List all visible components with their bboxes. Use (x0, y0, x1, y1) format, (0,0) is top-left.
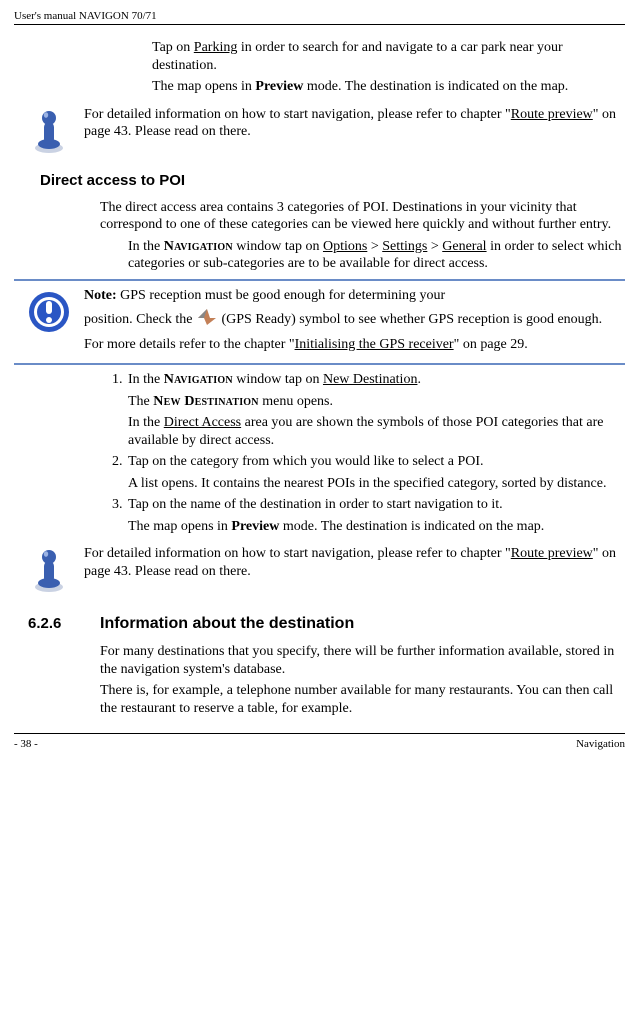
list-item: Tap on the name of the destination in or… (126, 496, 625, 535)
text: A list opens. It contains the nearest PO… (128, 475, 625, 493)
text: . (417, 372, 421, 387)
text: In the (128, 372, 164, 387)
steps-list: In the Navigation window tap on New Dest… (100, 371, 625, 535)
link-parking[interactable]: Parking (194, 40, 238, 55)
link-general[interactable]: General (442, 239, 486, 254)
separator (14, 279, 625, 281)
link-options[interactable]: Options (323, 239, 367, 254)
para-dest-info1: For many destinations that you specify, … (100, 643, 625, 678)
text: For more details refer to the chapter " (84, 337, 295, 352)
info-text: For detailed information on how to start… (84, 545, 625, 580)
warning-icon (14, 287, 84, 335)
separator (14, 363, 625, 365)
navigation-word: Navigation (164, 372, 233, 387)
text: For detailed information on how to start… (84, 107, 511, 122)
info-text: For detailed information on how to start… (84, 106, 625, 141)
text: The (128, 394, 153, 409)
link-direct-access[interactable]: Direct Access (164, 415, 241, 430)
text: mode. The destination is indicated on th… (303, 79, 568, 94)
heading-info-about-destination: 6.2.6 Information about the destination (14, 615, 625, 633)
list-item: In the Navigation window tap on New Dest… (126, 371, 625, 449)
text: window tap on (233, 239, 323, 254)
page-number: - 38 - (14, 738, 38, 750)
text: Tap on the category from which you would… (128, 454, 484, 469)
text: (GPS Ready) symbol to see whether GPS re… (222, 312, 603, 327)
para-dest-info2: There is, for example, a telephone numbe… (100, 682, 625, 717)
link-route-preview[interactable]: Route preview (511, 546, 593, 561)
text: GPS reception must be good enough for de… (117, 288, 446, 303)
text: The map opens in (128, 519, 231, 534)
section-title: Information about the destination (100, 615, 354, 633)
text: For detailed information on how to start… (84, 546, 511, 561)
list-item: Tap on the category from which you would… (126, 453, 625, 492)
info-icon (14, 545, 84, 593)
preview-word: Preview (255, 79, 303, 94)
heading-direct-access: Direct access to POI (40, 172, 625, 189)
text: Tap on (152, 40, 194, 55)
text: The map opens in (152, 79, 255, 94)
note-text: Note: GPS reception must be good enough … (84, 287, 625, 358)
text: window tap on (233, 372, 323, 387)
text: Tap on the name of the destination in or… (128, 497, 503, 512)
text: In the (128, 415, 164, 430)
text: > (367, 239, 382, 254)
link-settings[interactable]: Settings (382, 239, 427, 254)
text: In the (128, 239, 164, 254)
page-header: User's manual NAVIGON 70/71 (14, 10, 625, 25)
note-label: Note: (84, 288, 117, 303)
gps-ready-icon (196, 308, 218, 332)
link-gps-init[interactable]: Initialising the GPS receiver (295, 337, 454, 352)
preview-word: Preview (231, 519, 279, 534)
navigation-word: Navigation (164, 239, 233, 254)
para-nav-options: In the Navigation window tap on Options … (128, 238, 625, 273)
text: > (427, 239, 442, 254)
link-new-destination[interactable]: New Destination (323, 372, 417, 387)
footer-section: Navigation (576, 738, 625, 750)
info-icon (14, 106, 84, 154)
new-destination-word: New Destination (153, 394, 258, 409)
manual-title: User's manual NAVIGON 70/71 (14, 10, 157, 22)
text: position. Check the (84, 312, 196, 327)
section-number: 6.2.6 (14, 615, 100, 632)
page-footer: - 38 - Navigation (14, 733, 625, 750)
text: " on page 29. (454, 337, 528, 352)
para-direct-access-intro: The direct access area contains 3 catego… (100, 199, 625, 234)
text: mode. The destination is indicated on th… (279, 519, 544, 534)
para-parking: Tap on Parking in order to search for an… (152, 39, 625, 74)
para-preview: The map opens in Preview mode. The desti… (152, 78, 625, 96)
text: menu opens. (259, 394, 333, 409)
link-route-preview[interactable]: Route preview (511, 107, 593, 122)
